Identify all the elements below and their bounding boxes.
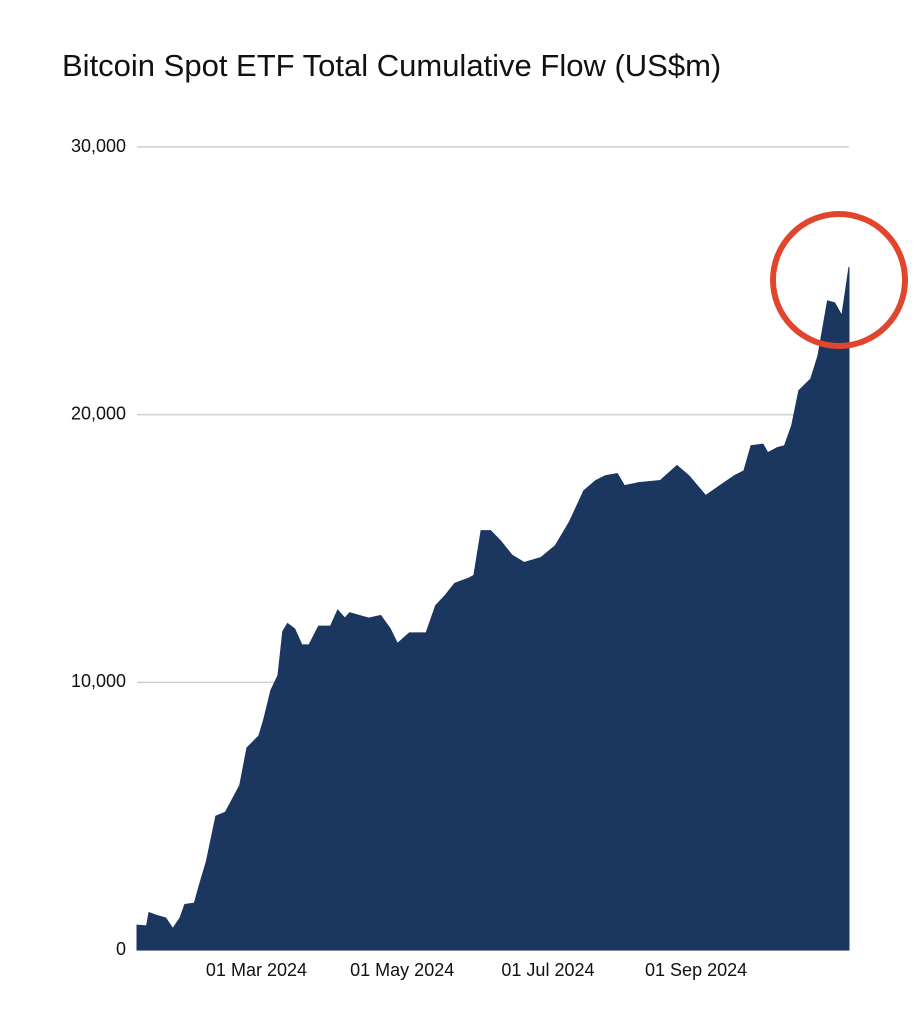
labels: 0 10,000 20,000 30,000 01 Mar 2024 01 May 202… <box>71 136 747 980</box>
x-tick-label: 01 Mar 2024 <box>206 960 307 980</box>
y-tick-label: 30,000 <box>71 136 126 156</box>
y-tick-label: 20,000 <box>71 403 126 423</box>
y-tick-label: 0 <box>116 939 126 959</box>
highlight-circle <box>770 211 908 349</box>
chart-title: Bitcoin Spot ETF Total Cumulative Flow (… <box>62 48 721 83</box>
plot <box>136 266 850 951</box>
x-tick-label: 01 Jul 2024 <box>501 960 594 980</box>
y-tick-label: 10,000 <box>71 671 126 691</box>
x-tick-label: 01 May 2024 <box>350 960 454 980</box>
area <box>136 266 850 951</box>
x-tick-label: 01 Sep 2024 <box>645 960 747 980</box>
